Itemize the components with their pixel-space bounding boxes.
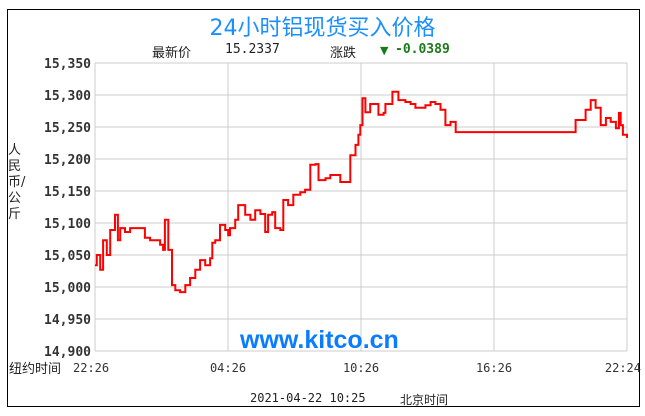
y-tick-label: 15,350 [44,57,91,72]
x-tick-label: 16:26 [476,361,512,375]
x-tick-label: 22:24 [605,361,641,375]
y-axis-label: 人民币/公斤 [8,143,26,222]
y-tick-label: 15,300 [44,89,91,104]
timezone-label: 北京时间 [400,393,449,407]
y-tick-label: 15,250 [44,121,91,136]
y-tick-label: 15,200 [44,153,91,168]
x-tick-label: 04:26 [210,361,246,375]
watermark: www.kitco.cn [240,326,399,354]
y-tick-label: 15,000 [44,281,91,296]
chart-title: 24小时铝现货买入价格 [209,16,436,41]
latest-price-value: 15.2337 [225,42,280,57]
y-tick-label: 14,900 [44,345,91,360]
change-value: -0.0389 [395,42,450,57]
latest-price-label: 最新价 [152,46,192,61]
x-tick-label: 10:26 [343,361,379,375]
x-tick-label: 22:26 [73,361,109,375]
change-label: 涨跌 [330,46,357,61]
timestamp: 2021-04-22 10:25 [250,391,366,405]
y-tick-label: 15,150 [44,185,91,200]
triangle-down-icon: ▼ [380,44,389,57]
y-tick-label: 14,950 [44,313,91,328]
price-line [95,90,628,294]
x-axis-label: 纽约时间 [9,362,62,377]
y-tick-label: 15,100 [44,217,91,232]
y-tick-label: 15,050 [44,249,91,264]
chart-frame [7,9,640,407]
